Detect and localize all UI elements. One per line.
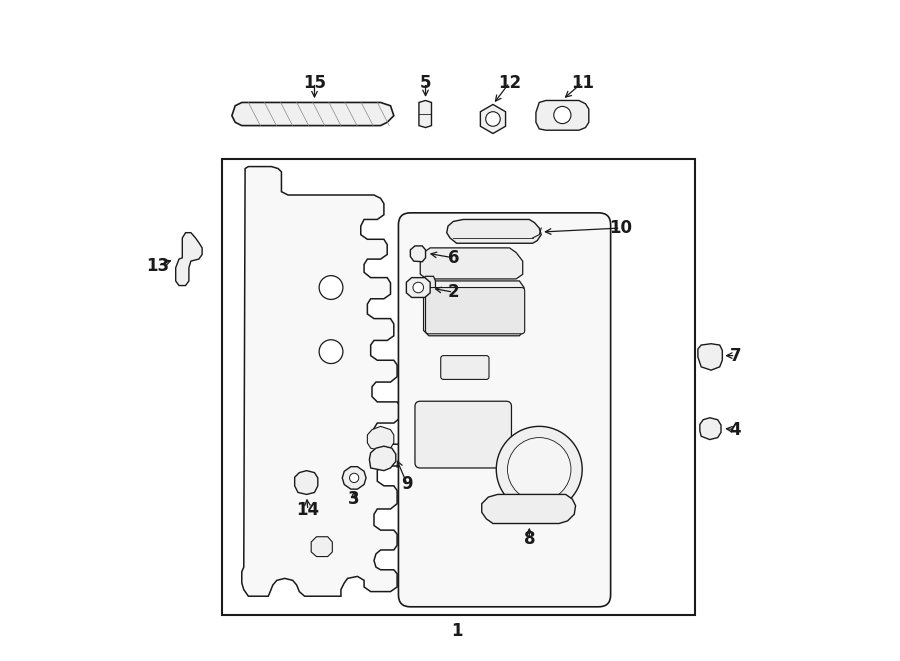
Polygon shape (698, 344, 723, 370)
FancyBboxPatch shape (415, 401, 511, 468)
Text: 14: 14 (296, 501, 320, 520)
Text: 11: 11 (571, 73, 594, 92)
Text: 2: 2 (447, 283, 459, 301)
Circle shape (554, 106, 571, 124)
Circle shape (413, 282, 424, 293)
FancyBboxPatch shape (426, 288, 525, 334)
Polygon shape (369, 446, 396, 471)
Text: 3: 3 (348, 490, 360, 508)
Polygon shape (418, 100, 431, 128)
Polygon shape (424, 281, 524, 336)
Polygon shape (176, 233, 202, 286)
Circle shape (486, 112, 500, 126)
Polygon shape (421, 276, 436, 294)
Text: 7: 7 (730, 346, 742, 365)
Polygon shape (482, 494, 576, 524)
Circle shape (496, 426, 582, 512)
Polygon shape (294, 471, 318, 494)
Polygon shape (700, 418, 721, 440)
Circle shape (349, 473, 359, 483)
Text: 1: 1 (451, 622, 463, 641)
Text: 12: 12 (498, 73, 521, 92)
Polygon shape (367, 426, 394, 451)
Text: 4: 4 (730, 420, 742, 439)
Polygon shape (410, 246, 426, 262)
Text: 6: 6 (447, 249, 459, 267)
Text: 10: 10 (609, 219, 632, 237)
Text: 8: 8 (524, 529, 536, 548)
Circle shape (320, 276, 343, 299)
Polygon shape (311, 537, 332, 557)
Text: 5: 5 (419, 73, 431, 92)
Text: 9: 9 (401, 475, 413, 493)
Circle shape (508, 438, 571, 501)
Polygon shape (536, 100, 589, 130)
FancyBboxPatch shape (441, 356, 489, 379)
Polygon shape (446, 219, 541, 243)
Bar (222, 159, 695, 615)
Circle shape (320, 340, 343, 364)
Polygon shape (232, 102, 394, 126)
Polygon shape (420, 248, 523, 279)
Polygon shape (481, 104, 506, 134)
Text: 15: 15 (303, 73, 326, 92)
FancyBboxPatch shape (399, 213, 610, 607)
Polygon shape (342, 467, 366, 489)
Polygon shape (242, 167, 404, 596)
Polygon shape (407, 278, 430, 297)
Text: 13: 13 (147, 256, 169, 275)
